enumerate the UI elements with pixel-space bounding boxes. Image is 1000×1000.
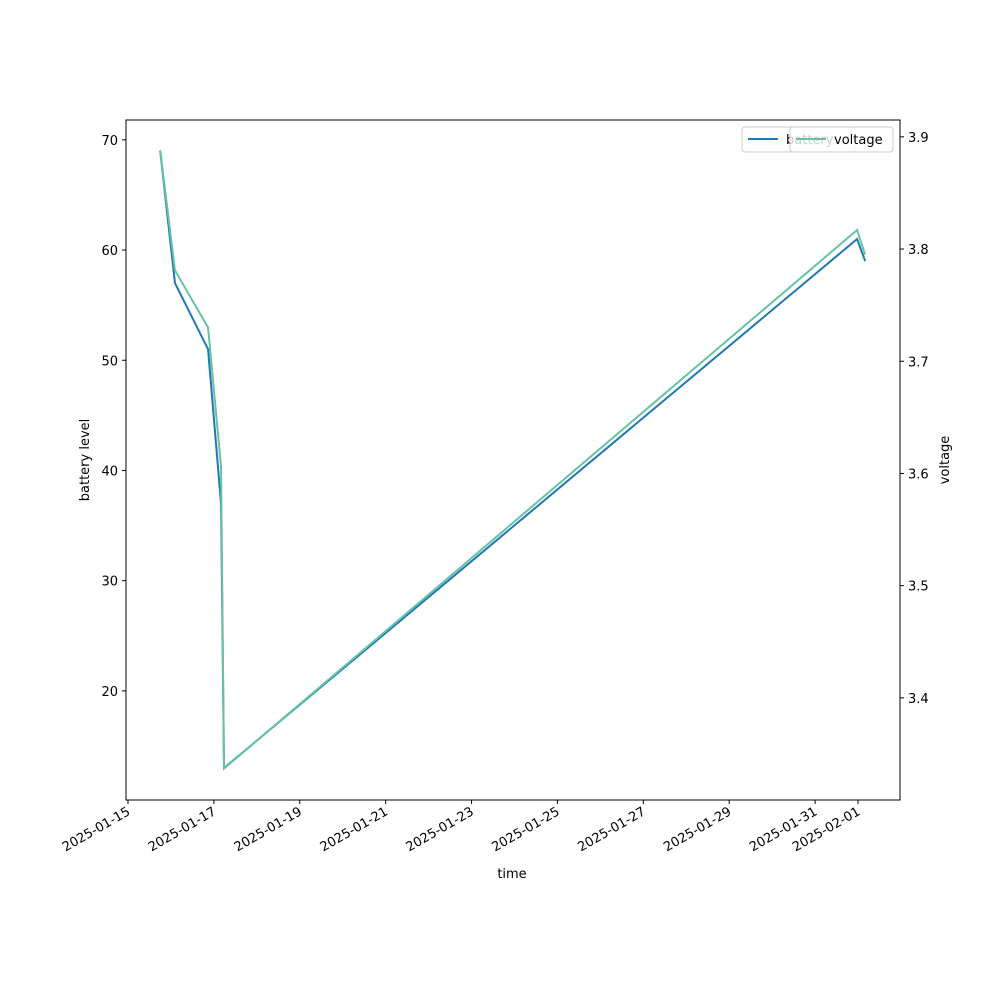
x-tick-label: 2025-01-29	[661, 804, 734, 855]
legend-box	[789, 126, 894, 153]
y2-tick-label: 3.8	[908, 243, 929, 258]
x-tick-label: 2025-01-21	[318, 804, 391, 855]
y2-tick-label: 3.9	[908, 131, 929, 146]
x-tick-label: 2025-01-23	[404, 804, 477, 855]
y2-tick-label: 3.5	[908, 580, 929, 595]
y-tick-label: 70	[101, 134, 118, 149]
x-tick-label: 2025-01-25	[489, 804, 562, 855]
x-tick-label: 2025-01-15	[60, 804, 133, 855]
legend-label: voltage	[834, 133, 883, 148]
x-tick-label: 2025-01-17	[146, 804, 219, 855]
y2-tick-label: 3.4	[908, 692, 929, 707]
plot-frame	[125, 119, 901, 801]
data-line	[159, 150, 867, 771]
x-axis-label: time	[497, 867, 526, 882]
y2-tick-label: 3.7	[908, 355, 929, 370]
y-tick-label: 20	[101, 685, 118, 700]
x-tick-label: 2025-01-27	[575, 804, 648, 855]
data-line	[159, 150, 867, 771]
y2-axis-label: voltage	[938, 436, 953, 485]
y-tick-label: 60	[101, 244, 118, 259]
y-tick-label: 30	[101, 575, 118, 590]
y-axis-label: battery level	[78, 419, 93, 502]
y2-tick-label: 3.6	[908, 467, 929, 482]
y-tick-label: 50	[101, 354, 118, 369]
x-tick-label: 2025-01-19	[232, 804, 305, 855]
y-tick-label: 40	[101, 464, 118, 479]
